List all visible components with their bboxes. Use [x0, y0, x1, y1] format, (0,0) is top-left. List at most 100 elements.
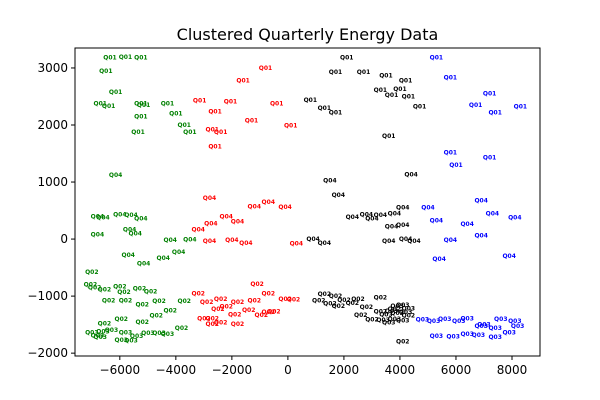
data-point-label: Q04: [204, 221, 217, 228]
data-point-label: Q02: [150, 313, 163, 320]
data-point-label: Q04: [382, 238, 395, 245]
data-point-label: Q01: [413, 104, 426, 111]
data-point-label: Q04: [91, 213, 104, 220]
data-point-label: Q04: [134, 216, 147, 223]
data-point-label: Q03: [508, 318, 521, 325]
data-point-label: Q02: [365, 316, 378, 323]
data-point-label: Q02: [119, 298, 132, 305]
data-point-label: Q04: [157, 255, 170, 262]
data-point-label: Q03: [91, 332, 104, 339]
data-point-label: Q01: [119, 54, 132, 61]
data-point-label: Q02: [152, 298, 165, 305]
data-point-label: Q04: [486, 210, 499, 217]
data-point-label: Q04: [113, 212, 126, 219]
data-point-label: Q04: [96, 214, 109, 221]
data-point-label: Q03: [452, 318, 465, 325]
data-point-label: Q01: [214, 129, 227, 136]
data-point-label: Q03: [488, 325, 501, 332]
data-point-label: Q03: [390, 303, 403, 310]
data-point-label: Q04: [360, 212, 373, 219]
data-point-label: Q02: [374, 309, 387, 316]
data-point-label: Q01: [270, 100, 283, 107]
data-point-label: Q03: [93, 334, 106, 341]
data-point-label: Q03: [124, 338, 137, 345]
data-point-label: Q02: [248, 298, 261, 305]
data-point-label: Q04: [318, 240, 331, 247]
data-point-label: Q01: [134, 55, 147, 62]
data-point-label: Q02: [144, 289, 157, 296]
data-point-label: Q01: [514, 104, 527, 111]
data-point-label: Q03: [446, 334, 459, 341]
data-point-label: Q02: [214, 296, 227, 303]
data-point-label: Q04: [124, 212, 137, 219]
data-point-label: Q04: [323, 177, 336, 184]
data-point-label: Q02: [323, 301, 336, 308]
data-point-label: Q01: [488, 109, 501, 116]
data-point-label: Q01: [340, 55, 353, 62]
data-point-label: Q04: [231, 218, 244, 225]
data-point-label: Q01: [169, 111, 182, 118]
data-point-label: Q03: [460, 315, 473, 322]
data-point-label: Q03: [96, 328, 109, 335]
data-point-label: Q04: [123, 226, 136, 233]
data-point-label: Q01: [206, 127, 219, 134]
data-point-label: Q03: [141, 330, 154, 337]
data-point-label: Q02: [360, 304, 373, 311]
data-point-label: Q01: [259, 65, 272, 72]
data-point-label: Q02: [206, 321, 219, 328]
data-point-label: Q04: [421, 205, 434, 212]
x-tick-label: 2000: [329, 363, 360, 377]
data-point-label: Q01: [430, 55, 443, 62]
data-point-label: Q01: [483, 91, 496, 98]
data-point-label: Q04: [172, 249, 185, 256]
data-point-label: Q01: [236, 78, 249, 85]
data-point-label: Q04: [332, 192, 345, 199]
data-point-label: Q01: [208, 144, 221, 151]
data-point-label: Q02: [214, 319, 227, 326]
data-point-label: Q02: [250, 281, 263, 288]
data-point-label: Q04: [220, 213, 233, 220]
data-point-label: Q02: [262, 309, 275, 316]
data-point-label: Q01: [134, 100, 147, 107]
y-tick-label: 2000: [37, 118, 68, 132]
data-point-label: Q04: [306, 236, 319, 243]
data-point-label: Q02: [98, 320, 111, 327]
data-point-label: Q03: [488, 334, 501, 341]
data-point-label: Q04: [374, 212, 387, 219]
data-point-label: Q03: [390, 310, 403, 317]
data-point-label: Q04: [183, 237, 196, 244]
data-point-label: Q03: [396, 318, 409, 325]
data-point-label: Q03: [382, 319, 395, 326]
data-point-label: Q01: [178, 122, 191, 129]
data-point-label: Q02: [200, 299, 213, 306]
data-point-label: Q01: [385, 92, 398, 99]
data-point-label: Q02: [228, 311, 241, 318]
data-point-label: Q02: [231, 321, 244, 328]
y-tick-label: 0: [60, 232, 68, 246]
data-point-label: Q03: [396, 302, 409, 309]
data-point-label: Q01: [329, 109, 342, 116]
data-point-label: Q02: [231, 299, 244, 306]
data-point-label: Q02: [133, 286, 146, 293]
data-point-label: Q01: [393, 86, 406, 93]
data-point-label: Q02: [242, 307, 255, 314]
data-point-label: Q02: [318, 291, 331, 298]
data-point-label: Q01: [224, 99, 237, 106]
data-point-label: Q04: [109, 172, 122, 179]
data-point-label: Q02: [262, 290, 275, 297]
data-point-label: Q02: [98, 286, 111, 293]
data-point-label: Q03: [474, 323, 487, 330]
data-point-label: Q02: [206, 315, 219, 322]
data-point-label: Q01: [183, 129, 196, 136]
data-point-label: Q04: [474, 233, 487, 240]
x-tick-label: −4000: [156, 363, 197, 377]
data-point-label: Q01: [449, 162, 462, 169]
data-point-label: Q01: [134, 113, 147, 120]
data-point-label: Q01: [382, 133, 395, 140]
data-point-label: Q01: [284, 123, 297, 130]
data-point-label: Q02: [312, 298, 325, 305]
data-point-label: Q03: [399, 309, 412, 316]
data-point-label: Q03: [379, 311, 392, 318]
data-point-label: Q04: [346, 214, 359, 221]
data-point-label: Q03: [477, 322, 490, 329]
